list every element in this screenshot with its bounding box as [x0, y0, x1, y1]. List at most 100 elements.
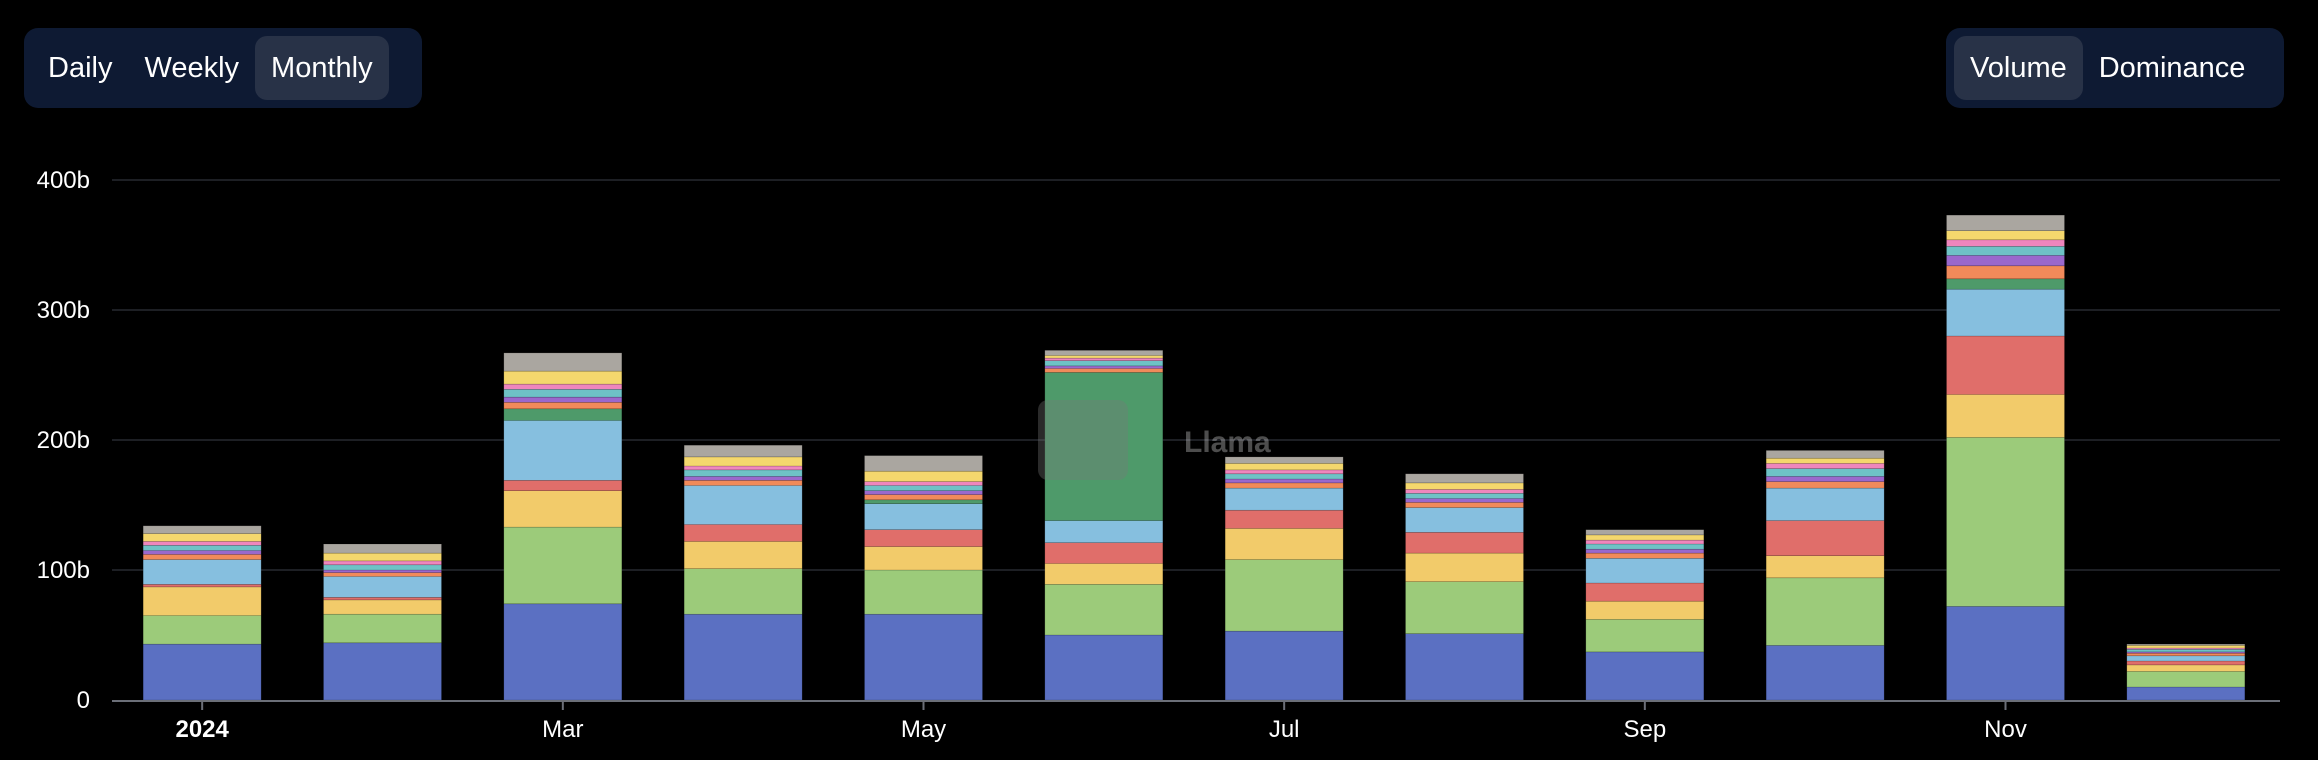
bar-segment-10-8 [1946, 246, 2065, 256]
bar-segment-1-7 [323, 569, 442, 573]
bar-segment-7-11 [1405, 473, 1524, 484]
bar-segment-2-2 [503, 490, 623, 528]
bar-segment-5-6 [1044, 368, 1164, 373]
bar-segment-3-1 [683, 568, 803, 615]
bar-segment-6-9 [1224, 469, 1344, 475]
period-weekly-button[interactable]: Weekly [144, 52, 240, 84]
bar-segment-3-4 [683, 485, 803, 525]
bar-stack-2[interactable] [503, 352, 623, 701]
bar-segment-5-1 [1044, 583, 1164, 636]
metric-toggle-group: Volume Dominance [1946, 28, 2284, 108]
bar-segment-4-0 [864, 613, 983, 701]
period-monthly-button[interactable]: Monthly [255, 36, 389, 100]
grid-lines [112, 179, 2280, 571]
llama-watermark: Llama [1038, 400, 1271, 480]
bar-segment-1-8 [323, 564, 442, 571]
x-tick-label-3: Jul [1269, 716, 1300, 743]
bar-segment-5-3 [1044, 542, 1164, 564]
bar-segment-7-3 [1405, 531, 1524, 554]
bar-segment-10-5 [1946, 278, 2065, 290]
bar-segment-11-1 [2126, 671, 2246, 688]
bar-segment-1-2 [323, 599, 442, 615]
bar-segment-2-1 [503, 526, 623, 605]
bar-segment-6-8 [1224, 473, 1344, 480]
bar-segment-3-8 [683, 469, 803, 477]
watermark-text: Llama [1184, 426, 1271, 459]
y-tick-label-2: 200b [37, 427, 90, 454]
bar-segment-5-5 [1044, 372, 1164, 521]
bar-segment-2-11 [503, 352, 623, 372]
bar-segment-10-11 [1946, 214, 2065, 232]
bar-segment-11-11 [2126, 643, 2246, 646]
bar-segment-7-9 [1405, 489, 1524, 494]
bar-stack-9[interactable] [1765, 450, 1885, 701]
bar-segment-6-3 [1224, 509, 1344, 529]
bar-segment-5-10 [1044, 355, 1164, 359]
bar-segment-9-6 [1765, 481, 1885, 489]
bar-stack-8[interactable] [1585, 529, 1705, 701]
bar-segment-1-0 [323, 642, 442, 701]
x-tick-label-0: 2024 [175, 716, 229, 743]
bar-stack-10[interactable] [1946, 214, 2065, 701]
bar-segment-1-6 [323, 572, 442, 577]
bar-segment-1-10 [323, 552, 442, 562]
bar-segment-1-9 [323, 560, 442, 566]
metric-volume-button[interactable]: Volume [1954, 36, 2083, 100]
bar-segment-4-8 [864, 485, 983, 491]
bar-segment-8-0 [1585, 651, 1705, 701]
bar-segment-3-3 [683, 524, 803, 542]
bar-segment-2-6 [503, 401, 623, 410]
bar-segment-3-10 [683, 456, 803, 467]
bar-segment-6-11 [1224, 456, 1344, 464]
bar-segment-11-2 [2126, 664, 2246, 672]
bar-stack-4[interactable] [864, 455, 983, 701]
bar-segment-10-9 [1946, 239, 2065, 247]
x-tick-label-1: Mar [542, 716, 583, 743]
bar-segment-7-10 [1405, 482, 1524, 490]
bar-segment-0-8 [142, 544, 262, 551]
bar-segment-8-2 [1585, 600, 1705, 620]
y-axis-labels: 0 100b 200b 300b 400b [37, 167, 90, 714]
bar-segment-4-3 [864, 529, 983, 547]
bar-segment-6-7 [1224, 478, 1344, 484]
bar-segment-7-0 [1405, 633, 1524, 701]
bar-segment-3-7 [683, 476, 803, 481]
bar-segment-0-3 [142, 583, 262, 588]
y-tick-label-0: 0 [77, 687, 90, 714]
bar-segment-9-9 [1765, 463, 1885, 469]
bar-segment-7-4 [1405, 507, 1524, 533]
bar-segment-9-8 [1765, 468, 1885, 477]
metric-dominance-button[interactable]: Dominance [2098, 52, 2246, 84]
y-tick-label-1: 100b [37, 557, 90, 584]
bar-stack-7[interactable] [1405, 473, 1524, 701]
bar-stack-3[interactable] [683, 444, 803, 701]
bar-segment-9-4 [1765, 487, 1885, 521]
bar-segment-0-6 [142, 554, 262, 560]
y-tick-label-3: 300b [37, 297, 90, 324]
bar-stack-5[interactable] [1044, 349, 1164, 701]
bar-segment-4-2 [864, 546, 983, 571]
bar-segment-0-4 [142, 559, 262, 585]
bar-segment-3-2 [683, 541, 803, 570]
bar-segment-7-8 [1405, 492, 1524, 499]
x-tick-label-4: Sep [1623, 716, 1666, 743]
bar-stack-0[interactable] [142, 525, 262, 701]
period-daily-button[interactable]: Daily [48, 52, 113, 84]
bar-segment-9-1 [1765, 577, 1885, 646]
bar-segment-6-10 [1224, 463, 1344, 471]
bar-segment-4-7 [864, 490, 983, 495]
bar-segment-9-11 [1765, 450, 1885, 459]
bar-segment-4-6 [864, 494, 983, 501]
bar-stack-6[interactable] [1224, 456, 1344, 701]
bar-segment-8-9 [1585, 539, 1705, 545]
bar-segment-4-9 [864, 481, 983, 486]
bar-segment-6-6 [1224, 482, 1344, 489]
bar-segment-1-1 [323, 613, 442, 644]
bar-stack-1[interactable] [323, 543, 442, 701]
bar-segment-5-9 [1044, 357, 1164, 362]
bar-stack-11[interactable] [2126, 643, 2246, 701]
bar-segment-3-6 [683, 479, 803, 486]
bar-segment-4-11 [864, 455, 983, 472]
bar-segment-10-2 [1946, 394, 2065, 438]
bar-segment-2-5 [503, 408, 623, 421]
